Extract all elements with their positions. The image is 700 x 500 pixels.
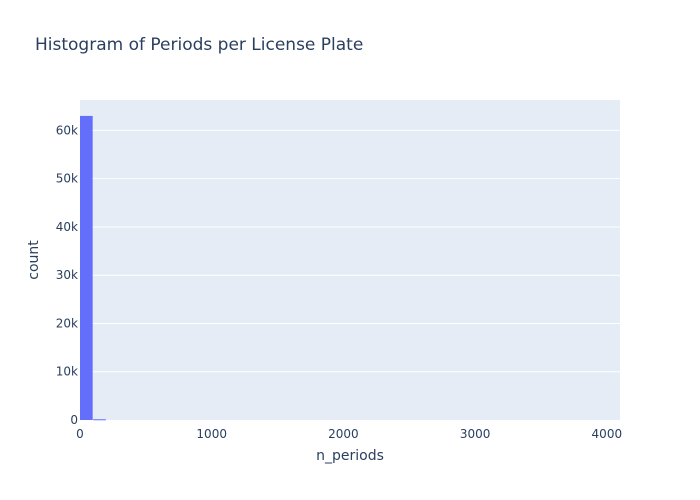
x-tick-label: 4000 <box>592 427 623 441</box>
y-tick-label: 10k <box>56 365 78 379</box>
x-axis-ticks: 0 1000 2000 3000 4000 <box>76 427 622 441</box>
y-tick-label: 30k <box>56 268 78 282</box>
x-tick-label: 2000 <box>328 427 359 441</box>
histogram-bar <box>80 115 93 420</box>
bars <box>80 115 106 421</box>
x-axis-title: n_periods <box>316 448 384 464</box>
gridlines <box>80 129 620 373</box>
x-tick-label: 3000 <box>460 427 491 441</box>
y-tick-label: 0 <box>70 413 78 427</box>
x-tick-label: 0 <box>76 427 84 441</box>
y-tick-label: 40k <box>56 220 78 234</box>
y-tick-label: 60k <box>56 123 78 137</box>
y-tick-label: 20k <box>56 316 78 330</box>
y-axis-title: count <box>26 240 42 280</box>
plot-area <box>80 100 620 420</box>
y-axis-ticks: 0 10k 20k 30k 40k 50k 60k <box>56 123 78 427</box>
histogram-bar <box>93 419 106 421</box>
chart-title: Histogram of Periods per License Plate <box>35 35 363 55</box>
y-tick-label: 50k <box>56 172 78 186</box>
x-tick-label: 1000 <box>196 427 227 441</box>
